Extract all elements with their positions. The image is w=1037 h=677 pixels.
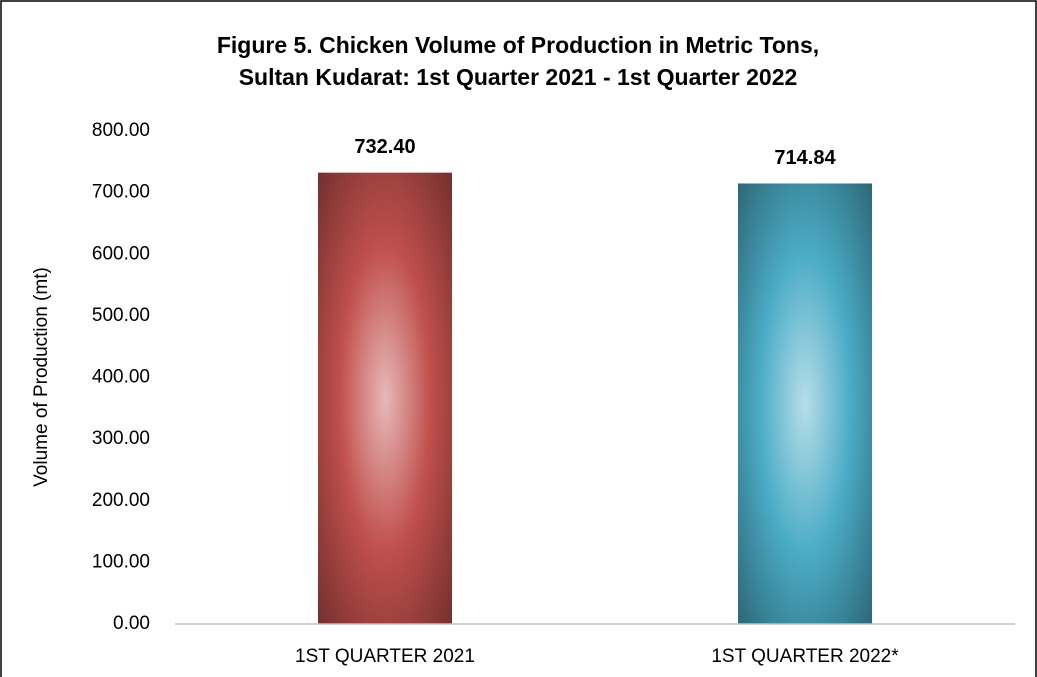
y-tick-label: 0.00 [113, 613, 150, 634]
y-tick-label: 200.00 [92, 490, 150, 511]
y-tick-label: 100.00 [92, 551, 150, 572]
data-label: 732.40 [354, 136, 415, 158]
y-tick-label: 400.00 [92, 367, 150, 388]
y-tick-label: 600.00 [92, 243, 150, 264]
x-tick-label: 1ST QUARTER 2021 [295, 646, 475, 667]
y-axis-label: Volume of Production (mt) [31, 267, 52, 487]
bar [318, 172, 452, 624]
y-tick-label: 300.00 [92, 428, 150, 449]
y-tick-label: 700.00 [92, 182, 150, 203]
chart-title: Sultan Kudarat: 1st Quarter 2021 - 1st Q… [239, 64, 798, 90]
bar [738, 183, 872, 624]
y-tick-label: 800.00 [92, 120, 150, 141]
data-label: 714.84 [774, 147, 836, 169]
x-tick-label: 1ST QUARTER 2022* [711, 646, 899, 667]
y-tick-label: 500.00 [92, 305, 150, 326]
chart-title: Figure 5. Chicken Volume of Production i… [217, 32, 819, 58]
